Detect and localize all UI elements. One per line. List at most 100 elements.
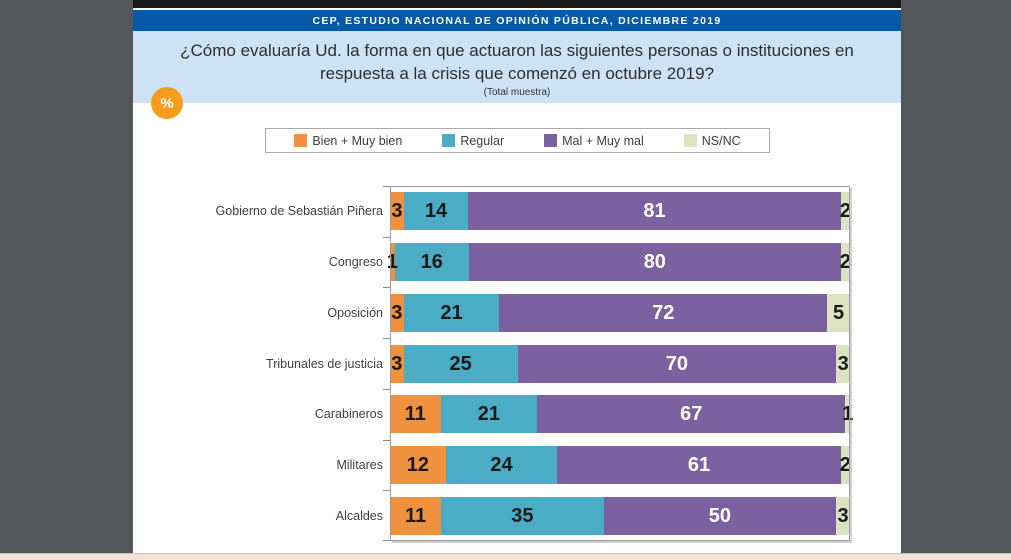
bar-value-label: 3 xyxy=(391,352,403,375)
category-label: Oposición xyxy=(327,305,383,320)
bar-segment: 11 xyxy=(390,395,441,434)
category-label: Alcaldes xyxy=(335,508,383,523)
percent-badge-label: % xyxy=(160,94,174,112)
bar-segment: 21 xyxy=(403,293,500,332)
chart-row: Alcaldes 11 35 50 3 xyxy=(133,490,901,541)
bar-value-label: 25 xyxy=(449,352,472,375)
bar-value-label: 61 xyxy=(687,453,711,476)
legend: Bien + Muy bien Regular Mal + Muy mal NS/NC xyxy=(265,128,770,153)
bar-segment: 3 xyxy=(390,293,404,332)
bar-segment: 12 xyxy=(390,445,446,484)
bar-segment: 3 xyxy=(390,192,404,231)
previous-page-edge xyxy=(133,0,901,8)
bar-value-label: 16 xyxy=(420,251,443,274)
bar-value-label: 11 xyxy=(404,504,427,527)
bar-segment: 3 xyxy=(836,344,850,383)
axis-tick xyxy=(383,440,390,441)
legend-label: Mal + Muy mal xyxy=(562,133,644,148)
chart-row: Congreso 1 16 80 2 xyxy=(133,237,901,288)
bar-segment: 11 xyxy=(390,496,442,535)
bar-value-label: 21 xyxy=(440,301,463,324)
axis-tick xyxy=(383,540,390,541)
bar-value-label: 3 xyxy=(837,504,849,527)
axis-tick xyxy=(383,287,390,288)
bar-value-label: 35 xyxy=(511,504,534,527)
bar-value-label: 14 xyxy=(424,200,448,223)
bar-segment: 1 xyxy=(842,395,854,434)
axis-tick xyxy=(383,389,390,390)
legend-swatch-icon xyxy=(442,134,456,147)
stacked-bar: 3 25 70 3 xyxy=(390,344,850,383)
bar-segment: 80 xyxy=(468,243,841,282)
bar-value-label: 3 xyxy=(391,200,403,223)
bar-value-label: 50 xyxy=(708,504,732,527)
legend-swatch-icon xyxy=(683,134,697,147)
bar-segment: 3 xyxy=(390,344,404,383)
sample-note: (Total muestra) xyxy=(483,87,551,98)
bar-segment: 72 xyxy=(499,293,828,332)
bar-segment: 16 xyxy=(394,243,469,282)
bar-value-label: 1 xyxy=(386,251,398,274)
chart-row: Oposición 3 21 72 5 xyxy=(133,287,901,338)
bar-value-label: 70 xyxy=(665,352,689,375)
bar-segment: 50 xyxy=(603,496,837,535)
bar-value-label: 11 xyxy=(404,403,426,426)
bar-segment: 1 xyxy=(386,243,398,282)
percent-badge: % xyxy=(151,87,183,119)
stacked-bar: 11 21 67 1 xyxy=(390,395,854,434)
bar-segment: 5 xyxy=(827,293,850,332)
axis-tick xyxy=(383,237,390,238)
legend-item: Bien + Muy bien xyxy=(294,134,402,148)
stacked-bar: 1 16 80 2 xyxy=(386,243,851,282)
stacked-bar: 12 24 61 2 xyxy=(390,445,851,484)
bar-value-label: 2 xyxy=(839,251,851,274)
chart-row: Gobierno de Sebastián Piñera 3 14 81 2 xyxy=(133,186,901,237)
chart-rows: Gobierno de Sebastián Piñera 3 14 81 2 Congre… xyxy=(133,186,901,541)
bar-value-label: 3 xyxy=(837,352,849,375)
legend-label: NS/NC xyxy=(701,133,741,148)
legend-item: Regular xyxy=(442,134,504,148)
question-title: ¿Cómo evaluaría Ud. la forma en que actu… xyxy=(180,41,854,83)
bar-value-label: 81 xyxy=(643,200,666,223)
bar-value-label: 67 xyxy=(680,403,703,426)
bar-value-label: 12 xyxy=(406,453,429,476)
bar-value-label: 2 xyxy=(839,200,851,223)
bar-value-label: 2 xyxy=(839,453,851,476)
legend-label: Regular xyxy=(460,133,505,148)
chart-row: Tribunales de justicia 3 25 70 3 xyxy=(133,338,901,389)
axis-tick xyxy=(383,338,390,339)
banner: CEP, ESTUDIO NACIONAL DE OPINIÓN PÚBLICA… xyxy=(133,10,901,31)
category-label: Carabineros xyxy=(314,407,383,422)
bar-segment: 35 xyxy=(441,496,604,535)
bar-segment: 3 xyxy=(836,496,850,535)
chart-row: Militares 12 24 61 2 xyxy=(133,440,901,491)
bar-segment: 61 xyxy=(557,445,841,484)
bar-value-label: 80 xyxy=(643,251,666,274)
bar-value-label: 5 xyxy=(833,301,845,324)
bar-value-label: 21 xyxy=(477,403,501,426)
bar-segment: 2 xyxy=(839,445,851,484)
bar-segment: 14 xyxy=(403,192,469,231)
bar-segment: 70 xyxy=(517,344,837,383)
bar-value-label: 3 xyxy=(391,301,403,324)
legend-swatch-icon xyxy=(544,134,558,147)
question-header: ¿Cómo evaluaría Ud. la forma en que actu… xyxy=(133,31,901,103)
slide: CEP, ESTUDIO NACIONAL DE OPINIÓN PÚBLICA… xyxy=(133,8,901,553)
banner-text: CEP, ESTUDIO NACIONAL DE OPINIÓN PÚBLICA… xyxy=(312,14,722,27)
bar-segment: 24 xyxy=(445,445,558,484)
stacked-bar: 3 14 81 2 xyxy=(390,192,851,231)
bar-segment: 2 xyxy=(839,243,851,282)
category-label: Tribunales de justicia xyxy=(266,356,383,371)
chart: Gobierno de Sebastián Piñera 3 14 81 2 Congre… xyxy=(133,186,901,542)
stacked-bar: 3 21 72 5 xyxy=(390,293,850,332)
category-label: Gobierno de Sebastián Piñera xyxy=(215,204,383,219)
chart-row: Carabineros 11 21 67 1 xyxy=(133,389,901,440)
category-label: Congreso xyxy=(328,255,383,270)
category-label: Militares xyxy=(336,457,383,472)
bar-value-label: 1 xyxy=(842,403,854,426)
stacked-bar: 11 35 50 3 xyxy=(390,496,850,535)
bar-value-label: 24 xyxy=(490,453,513,476)
bar-segment: 67 xyxy=(537,395,846,434)
legend-item: NS/NC xyxy=(683,133,741,148)
bar-segment: 81 xyxy=(468,192,841,231)
